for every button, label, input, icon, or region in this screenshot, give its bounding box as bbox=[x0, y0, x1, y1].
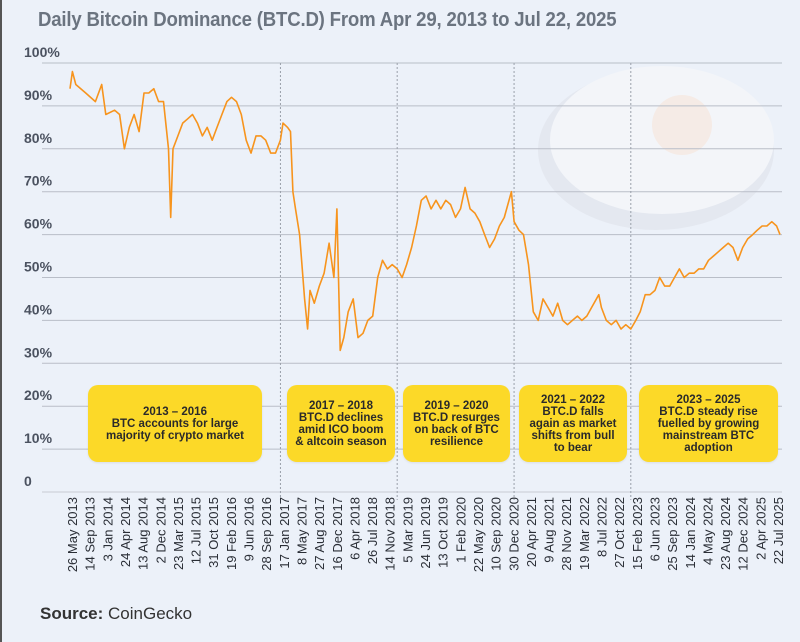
annotation-line: shifts from bull bbox=[531, 429, 615, 442]
x-tick-label: 20 Apr 2021 bbox=[524, 497, 539, 567]
annotation-line: fuelled by growing bbox=[657, 417, 760, 430]
y-tick-label: 90% bbox=[24, 87, 53, 103]
x-tick-label: 19 Mar 2022 bbox=[577, 497, 592, 570]
x-tick-label: 23 Mar 2015 bbox=[171, 497, 186, 570]
x-tick-label: 5 Mar 2019 bbox=[400, 497, 415, 563]
annotation-line: 2019 – 2020 bbox=[424, 399, 489, 412]
x-tick-label: 12 Jul 2015 bbox=[189, 497, 204, 564]
annotation-line: to bear bbox=[553, 441, 593, 454]
x-tick-label: 27 Aug 2017 bbox=[312, 497, 327, 570]
y-tick-label: 60% bbox=[24, 216, 53, 232]
x-tick-label: 31 Oct 2015 bbox=[206, 497, 221, 568]
x-tick-label: 13 Oct 2019 bbox=[436, 497, 451, 568]
x-tick-label: 9 Jun 2016 bbox=[242, 497, 257, 561]
x-tick-label: 30 Dec 2020 bbox=[506, 497, 521, 571]
x-tick-label: 10 Sep 2020 bbox=[489, 497, 504, 571]
chart-title: Daily Bitcoin Dominance (BTC.D) From Apr… bbox=[38, 9, 617, 31]
annotation-line: majority of crypto market bbox=[105, 429, 245, 442]
y-tick-label: 30% bbox=[24, 344, 53, 360]
x-tick-label: 23 Aug 2024 bbox=[718, 497, 733, 570]
y-tick-label: 20% bbox=[24, 387, 53, 403]
y-tick-label: 50% bbox=[24, 259, 53, 275]
x-tick-label: 2 Apr 2025 bbox=[753, 497, 768, 560]
x-tick-label: 28 Nov 2021 bbox=[559, 497, 574, 571]
annotation-line: 2021 – 2022 bbox=[541, 393, 605, 406]
annotation-line: resilience bbox=[429, 435, 484, 448]
source-label: Source: bbox=[40, 604, 104, 623]
x-tick-label: 9 Aug 2021 bbox=[542, 497, 557, 563]
x-tick-label: 26 May 2013 bbox=[65, 497, 80, 572]
y-tick-label: 10% bbox=[24, 430, 53, 446]
x-tick-label: 25 Sep 2023 bbox=[665, 497, 680, 571]
annotation-text: 2017 – 2018 BTC.D declines amid ICO boom & … bbox=[295, 400, 386, 448]
annotation-line: adoption bbox=[684, 441, 733, 454]
x-tick-label: 22 May 2020 bbox=[471, 497, 486, 572]
annotation-box: 2019 – 2020 BTC.D resurges on back of BTC r… bbox=[403, 385, 510, 462]
annotation-text: 2013 – 2016 BTC accounts for large majorit… bbox=[106, 406, 244, 442]
x-tick-label: 14 Sep 2013 bbox=[83, 497, 98, 571]
bitcoin-coin-watermark bbox=[538, 66, 774, 230]
x-tick-label: 27 Oct 2022 bbox=[612, 497, 627, 568]
x-tick-label: 6 Jun 2023 bbox=[647, 497, 662, 561]
x-tick-label: 1 Feb 2020 bbox=[453, 497, 468, 563]
annotation-line: 2017 – 2018 bbox=[309, 399, 373, 412]
x-tick-label: 26 Jul 2018 bbox=[365, 497, 380, 564]
y-tick-label: 70% bbox=[24, 173, 53, 189]
annotation-text: 2019 – 2020 BTC.D resurges on back of BTC r… bbox=[413, 400, 500, 448]
y-tick-label: 40% bbox=[24, 301, 53, 317]
annotation-line: BTC.D declines bbox=[298, 411, 384, 424]
annotation-box: 2021 – 2022 BTC.D falls again as market shi… bbox=[519, 385, 627, 462]
x-tick-label: 15 Feb 2023 bbox=[630, 497, 645, 570]
x-tick-label: 17 Jan 2017 bbox=[277, 497, 292, 569]
x-tick-label: 6 Apr 2018 bbox=[347, 497, 362, 560]
annotation-line: & altcoin season bbox=[295, 435, 387, 448]
x-tick-label: 14 Jan 2024 bbox=[683, 497, 698, 569]
annotation-line: BTC.D steady rise bbox=[659, 405, 758, 418]
source-note: Source: CoinGecko bbox=[40, 604, 192, 624]
annotation-line: BTC accounts for large bbox=[111, 417, 239, 430]
x-tick-label: 14 Nov 2018 bbox=[383, 497, 398, 571]
x-tick-label: 22 Jul 2025 bbox=[771, 497, 786, 564]
annotation-line: 2013 – 2016 bbox=[143, 405, 207, 418]
x-tick-label: 13 Aug 2014 bbox=[136, 497, 151, 570]
x-tick-label: 8 May 2017 bbox=[294, 497, 309, 565]
x-tick-label: 24 Jun 2019 bbox=[418, 497, 433, 569]
annotation-line: BTC.D falls bbox=[542, 405, 604, 418]
annotation-box: 2013 – 2016 BTC accounts for large majorit… bbox=[88, 385, 262, 462]
annotation-box: 2017 – 2018 BTC.D declines amid ICO boom & … bbox=[287, 385, 395, 462]
x-tick-label: 2 Dec 2014 bbox=[153, 497, 168, 564]
source-value: CoinGecko bbox=[108, 604, 193, 623]
y-tick-label: 0 bbox=[24, 473, 32, 489]
annotation-line: amid ICO boom bbox=[298, 423, 384, 436]
annotation-line: 2023 – 2025 bbox=[676, 393, 741, 406]
btc-dominance-line bbox=[69, 70, 781, 352]
x-tick-label: 28 Sep 2016 bbox=[259, 497, 274, 571]
y-tick-label: 100% bbox=[24, 44, 60, 60]
annotation-line: again as market bbox=[529, 417, 617, 430]
x-tick-label: 16 Dec 2017 bbox=[330, 497, 345, 571]
x-tick-label: 19 Feb 2016 bbox=[224, 497, 239, 570]
x-tick-label: 4 May 2024 bbox=[700, 497, 715, 565]
annotation-line: BTC.D resurges bbox=[413, 411, 500, 424]
annotation-box: 2023 – 2025 BTC.D steady rise fuelled by g… bbox=[639, 385, 778, 462]
x-tick-label: 12 Dec 2024 bbox=[736, 497, 751, 571]
x-tick-label: 3 Jan 2014 bbox=[100, 497, 115, 561]
annotation-line: on back of BTC bbox=[414, 423, 499, 436]
annotation-text: 2021 – 2022 BTC.D falls again as market shi… bbox=[530, 394, 617, 454]
line-chart: 0 10% 20% 30% 40% 50% 60% 70% 80% 90% 100% 26 May … bbox=[24, 44, 786, 572]
x-tick-label: 8 Jul 2022 bbox=[595, 497, 610, 557]
x-tick-label: 24 Apr 2014 bbox=[118, 497, 133, 567]
y-tick-label: 80% bbox=[24, 130, 53, 146]
annotation-line: mainstream BTC bbox=[662, 429, 755, 442]
annotation-text: 2023 – 2025 BTC.D steady rise fuelled by g… bbox=[658, 394, 760, 454]
